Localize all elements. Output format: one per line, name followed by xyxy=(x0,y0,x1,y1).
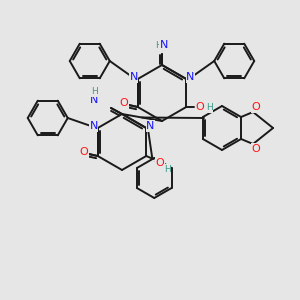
Text: O: O xyxy=(156,158,165,168)
Text: N: N xyxy=(186,72,194,82)
Text: H: H xyxy=(91,88,98,97)
Text: O: O xyxy=(119,98,128,108)
Text: H: H xyxy=(156,40,162,50)
Text: H: H xyxy=(164,164,171,173)
Text: N: N xyxy=(90,121,98,131)
Text: O: O xyxy=(196,102,205,112)
Text: N: N xyxy=(146,121,154,131)
Text: H: H xyxy=(206,103,213,112)
Text: O: O xyxy=(252,144,260,154)
Text: O: O xyxy=(80,147,88,157)
Text: O: O xyxy=(252,102,260,112)
Text: N: N xyxy=(160,40,168,50)
Text: N: N xyxy=(90,95,98,105)
Text: N: N xyxy=(130,72,138,82)
